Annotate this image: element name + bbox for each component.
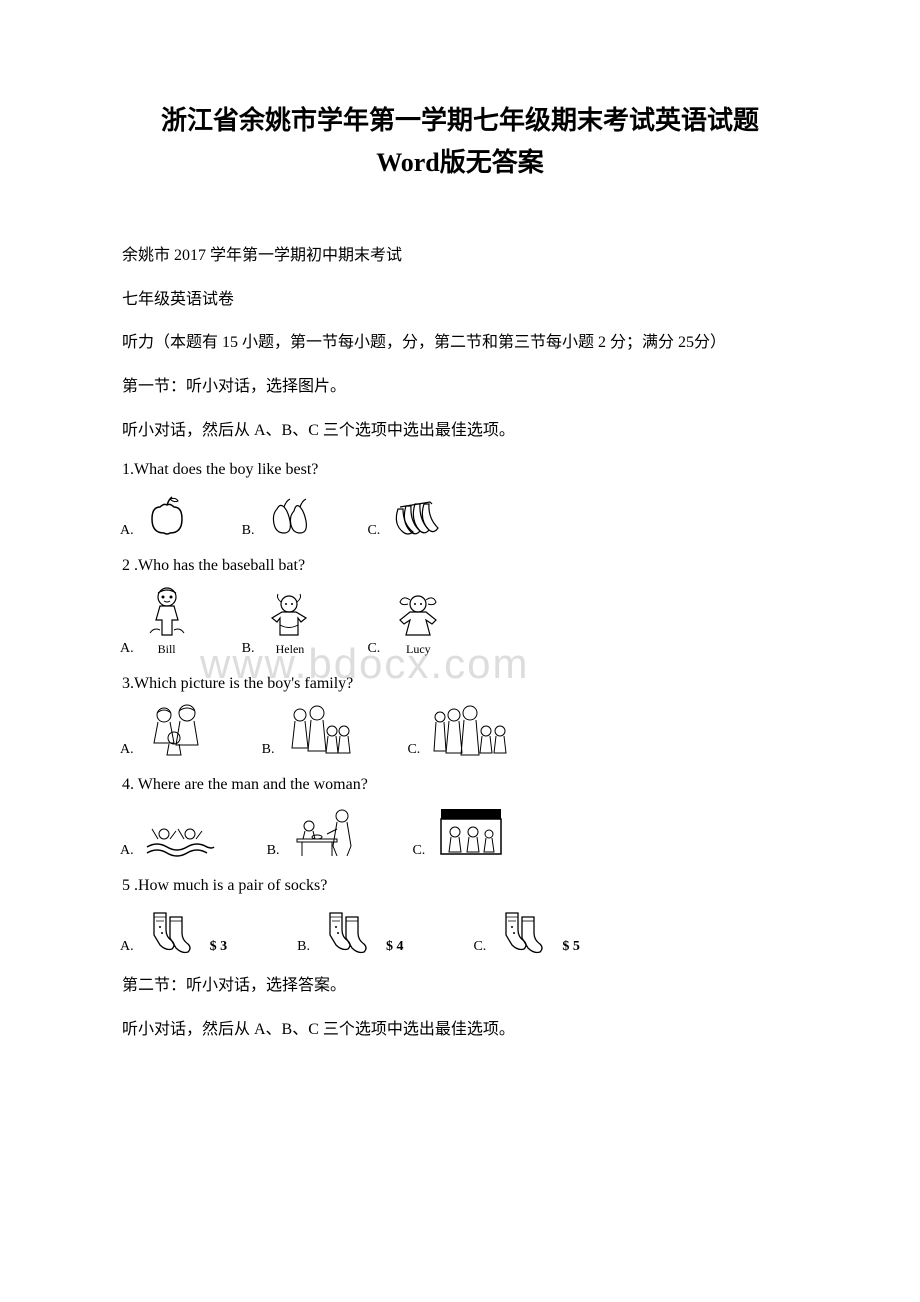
q3-options: A. B.	[120, 703, 830, 758]
q4-options: A. B.	[120, 804, 830, 859]
q5-option-a: A. $ 3	[120, 905, 227, 955]
socks-icon	[142, 905, 197, 955]
q4-option-c: C.	[412, 804, 508, 859]
section2-title: 第二节：听小对话，选择答案。	[90, 973, 830, 999]
q1-option-c: C.	[367, 494, 443, 539]
exam-header-1: 余姚市 2017 学年第一学期初中期末考试	[90, 243, 830, 269]
family5-icon	[428, 703, 513, 758]
q2-options: A. Bill B.	[120, 585, 830, 657]
family3-icon	[142, 703, 212, 758]
store-icon	[433, 804, 508, 859]
q5-price-c: $ 5	[562, 939, 580, 955]
socks-icon	[494, 905, 549, 955]
option-label-c: C.	[473, 939, 486, 955]
q4-option-a: A.	[120, 809, 217, 859]
question-3: 3.Which picture is the boy's family?	[90, 675, 830, 693]
family4-icon	[282, 703, 357, 758]
q2-option-c: C. Lucy	[367, 590, 448, 657]
restaurant-icon	[287, 804, 362, 859]
option-label-b: B.	[262, 742, 275, 758]
girl2-icon	[388, 590, 448, 640]
option-label-c: C.	[407, 742, 420, 758]
option-label-c: C.	[367, 641, 380, 657]
document-content: 浙江省余姚市学年第一学期七年级期末考试英语试题 Word版无答案 余姚市 201…	[90, 100, 830, 1042]
swimming-icon	[142, 809, 217, 859]
socks-icon	[318, 905, 373, 955]
q5-option-c: C. $ 5	[473, 905, 579, 955]
q2-option-b: B. Helen	[242, 590, 318, 657]
girl-icon	[262, 590, 317, 640]
q2-caption-c: Lucy	[406, 642, 431, 657]
option-label-c: C.	[412, 843, 425, 859]
option-label-a: A.	[120, 843, 134, 859]
option-label-b: B.	[297, 939, 310, 955]
section1-instruction: 听小对话，然后从 A、B、C 三个选项中选出最佳选项。	[90, 418, 830, 444]
section2-instruction: 听小对话，然后从 A、B、C 三个选项中选出最佳选项。	[90, 1017, 830, 1043]
question-4: 4. Where are the man and the woman?	[90, 776, 830, 794]
option-label-b: B.	[267, 843, 280, 859]
q2-caption-b: Helen	[276, 642, 305, 657]
q1-options: A. B. C.	[120, 489, 830, 539]
apple-icon	[142, 489, 192, 539]
option-label-b: B.	[242, 641, 255, 657]
q2-caption-a: Bill	[158, 642, 176, 657]
q5-price-b: $ 4	[386, 939, 404, 955]
q3-option-a: A.	[120, 703, 212, 758]
question-1: 1.What does the boy like best?	[90, 461, 830, 479]
boy-icon	[142, 585, 192, 640]
option-label-a: A.	[120, 641, 134, 657]
q1-option-b: B.	[242, 489, 318, 539]
section1-title: 第一节：听小对话，选择图片。	[90, 374, 830, 400]
option-label-b: B.	[242, 523, 255, 539]
q1-option-a: A.	[120, 489, 192, 539]
pear-icon	[262, 489, 317, 539]
listening-intro: 听力（本题有 15 小题，第一节每小题，分，第二节和第三节每小题 2 分；满分 …	[90, 330, 830, 356]
question-5: 5 .How much is a pair of socks?	[90, 877, 830, 895]
q5-price-a: $ 3	[210, 939, 228, 955]
banana-icon	[388, 494, 443, 539]
option-label-a: A.	[120, 939, 134, 955]
option-label-c: C.	[367, 523, 380, 539]
q3-option-b: B.	[262, 703, 358, 758]
option-label-a: A.	[120, 742, 134, 758]
exam-header-2: 七年级英语试卷	[90, 287, 830, 313]
question-2: 2 .Who has the baseball bat?	[90, 557, 830, 575]
q5-options: A. $ 3 B. $ 4 C.	[120, 905, 830, 955]
q5-option-b: B. $ 4	[297, 905, 403, 955]
q4-option-b: B.	[267, 804, 363, 859]
title-line-1: 浙江省余姚市学年第一学期七年级期末考试英语试题	[90, 100, 830, 142]
title-line-2: Word版无答案	[90, 142, 830, 184]
q3-option-c: C.	[407, 703, 513, 758]
option-label-a: A.	[120, 523, 134, 539]
q2-option-a: A. Bill	[120, 585, 192, 657]
document-title: 浙江省余姚市学年第一学期七年级期末考试英语试题 Word版无答案	[90, 100, 830, 183]
